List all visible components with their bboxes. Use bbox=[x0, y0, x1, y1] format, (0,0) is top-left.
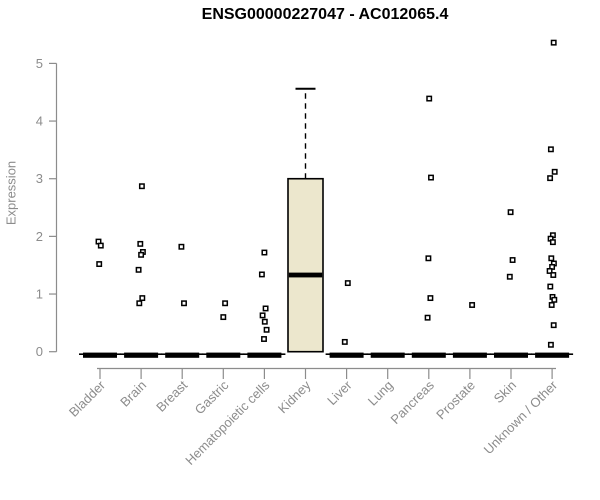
y-tick-label: 2 bbox=[36, 229, 43, 244]
category-label: Lung bbox=[365, 378, 396, 409]
data-point bbox=[222, 300, 229, 307]
data-point bbox=[548, 302, 555, 308]
data-point bbox=[135, 266, 142, 273]
data-point bbox=[261, 336, 267, 342]
category-label: Liver bbox=[324, 377, 355, 408]
zero-median-dash bbox=[411, 352, 446, 358]
data-point bbox=[139, 295, 146, 302]
data-point bbox=[506, 273, 513, 280]
data-point bbox=[344, 280, 351, 287]
data-point bbox=[259, 312, 266, 319]
y-tick-label: 4 bbox=[36, 114, 43, 129]
zero-median-dash bbox=[329, 352, 364, 358]
zero-median-dash bbox=[494, 352, 528, 358]
zero-median-dash bbox=[452, 352, 487, 358]
data-point bbox=[96, 261, 103, 268]
data-point bbox=[509, 257, 516, 263]
data-point bbox=[550, 322, 557, 329]
zero-median-dash bbox=[247, 352, 282, 358]
data-point bbox=[426, 95, 433, 102]
zero-median-dash bbox=[83, 352, 117, 358]
category-label: Kidney bbox=[275, 377, 314, 416]
category-label: Gastric bbox=[192, 377, 232, 417]
zero-median-dash bbox=[124, 352, 159, 358]
category-label: Skin bbox=[491, 378, 519, 406]
data-point bbox=[341, 338, 348, 345]
zero-median-dash bbox=[165, 352, 200, 358]
data-point bbox=[547, 175, 554, 182]
data-point bbox=[551, 168, 558, 175]
data-point bbox=[546, 268, 553, 274]
data-point bbox=[548, 255, 555, 262]
median-line bbox=[288, 272, 323, 278]
data-point bbox=[425, 255, 432, 262]
data-point bbox=[427, 295, 434, 302]
data-point bbox=[97, 242, 104, 249]
y-tick-label: 5 bbox=[36, 56, 43, 71]
category-label: Unknown / Other bbox=[481, 377, 561, 457]
data-point bbox=[550, 39, 557, 46]
data-point bbox=[178, 243, 185, 250]
data-point bbox=[138, 183, 145, 190]
category-label: Pancreas bbox=[387, 377, 437, 427]
data-point bbox=[181, 300, 187, 307]
data-point bbox=[551, 296, 558, 303]
y-tick-label: 3 bbox=[36, 171, 43, 186]
data-point bbox=[220, 314, 227, 321]
data-point bbox=[258, 271, 265, 278]
zero-median-dash bbox=[206, 352, 241, 358]
data-point bbox=[424, 314, 431, 321]
data-point bbox=[136, 300, 143, 307]
data-point bbox=[547, 146, 554, 153]
zero-median-dash bbox=[535, 352, 570, 358]
data-point bbox=[550, 272, 557, 278]
y-tick-label: 0 bbox=[36, 344, 43, 359]
data-point bbox=[549, 239, 556, 246]
category-label: Prostate bbox=[433, 378, 478, 423]
zero-median-dash bbox=[370, 352, 405, 358]
data-point bbox=[137, 240, 144, 247]
data-point bbox=[263, 326, 270, 333]
data-point bbox=[138, 251, 145, 258]
chart-title: ENSG00000227047 - AC012065.4 bbox=[201, 6, 449, 23]
data-point bbox=[261, 249, 268, 256]
box bbox=[287, 177, 324, 353]
y-tick-label: 1 bbox=[36, 287, 43, 302]
data-point bbox=[261, 318, 268, 325]
category-label: Brain bbox=[117, 378, 149, 410]
category-label: Breast bbox=[153, 377, 190, 414]
data-point bbox=[428, 174, 434, 181]
data-point bbox=[547, 341, 554, 348]
data-point bbox=[262, 305, 269, 312]
data-point bbox=[469, 302, 476, 308]
category-label: Bladder bbox=[66, 377, 109, 420]
data-point bbox=[507, 209, 514, 216]
data-point bbox=[547, 283, 554, 290]
